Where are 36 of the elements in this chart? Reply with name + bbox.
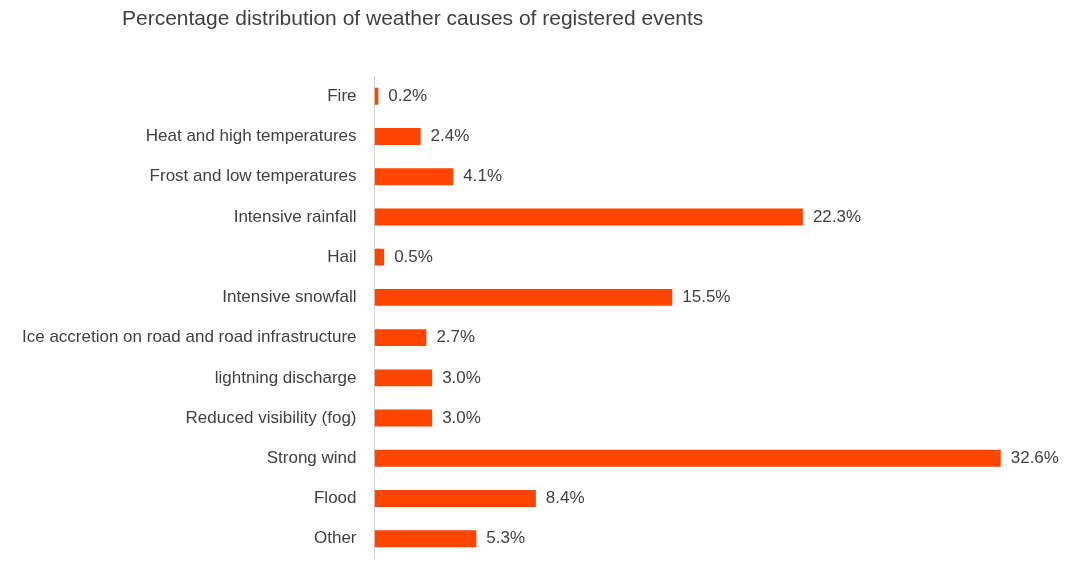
y-tick-label: Intensive rainfall [233,206,357,226]
data-label: 3.0% [442,407,481,427]
y-tick-label: Reduced visibility (fog) [185,407,357,427]
data-label: 8.4% [545,488,585,508]
data-label: 0.2% [388,86,428,105]
bar [374,329,427,347]
chart-title: Percentage distribution of weather causes of registered events [122,6,704,30]
data-label: 5.3% [486,528,526,548]
data-label: 2.4% [430,126,470,146]
y-tick-label: Frost and low temperatures [149,166,357,186]
bar [374,369,433,387]
data-label: 2.7% [436,327,476,347]
bar [374,530,477,548]
data-label: 22.3% [812,206,862,226]
y-tick-label: Strong wind [266,447,357,467]
y-tick-label: Flood [313,488,357,508]
bar [374,490,536,507]
data-label: 4.1% [463,166,503,186]
y-tick-label: Hail [327,246,357,266]
y-tick-label: lightning discharge [214,367,357,387]
y-tick-label: Heat and high temperatures [145,126,357,146]
data-label: 32.6% [1010,447,1059,467]
bar [374,288,673,306]
bar [374,409,433,427]
data-label: 3.0% [442,367,481,387]
y-tick-label: Intensive snowfall [222,287,357,307]
bar [374,128,421,145]
y-tick-label: Fire [327,86,357,105]
bar [374,248,385,266]
bar [374,449,1001,467]
y-tick-label: Ice accretion on road and road infrastructure [21,327,357,347]
bar [374,168,454,186]
data-label: 15.5% [682,287,731,307]
data-label: 0.5% [394,246,433,266]
bar [374,208,803,226]
y-tick-label: Other [313,528,357,548]
